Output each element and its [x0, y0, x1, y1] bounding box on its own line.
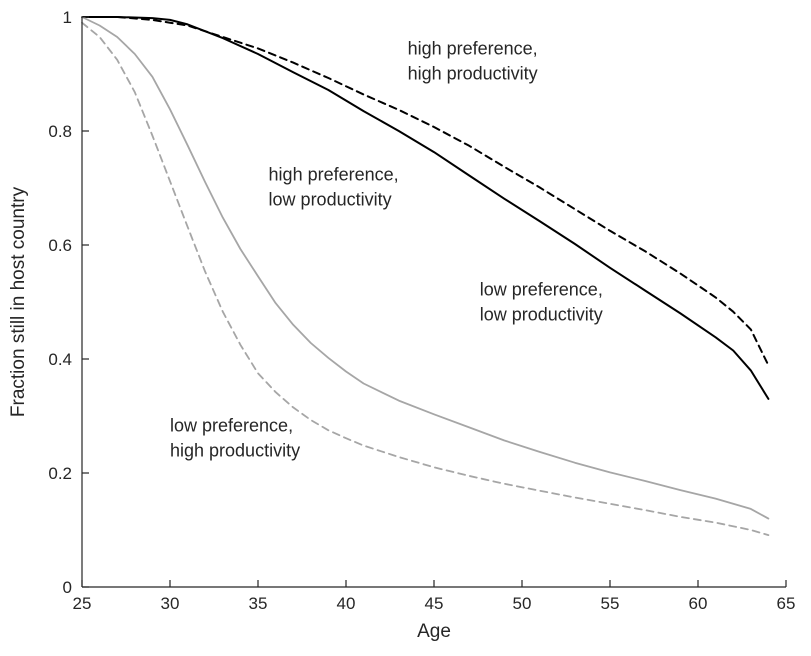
y-tick-label: 0.8: [48, 122, 72, 141]
y-ticks: 0 0.2 0.4 0.6 0.8 1: [48, 8, 89, 597]
annotation-label-2: high preference, low productivity: [269, 165, 399, 210]
annotation-label-1: high preference, high productivity: [408, 39, 538, 84]
x-tick-label: 60: [689, 594, 708, 613]
y-tick-label: 0.4: [48, 350, 72, 369]
x-tick-label: 30: [161, 594, 180, 613]
annotation-line: high productivity: [408, 64, 538, 84]
y-tick-label: 0: [63, 578, 72, 597]
annotation-line: low productivity: [269, 190, 392, 210]
series-line-3: [81, 16, 770, 520]
series-line-2: [81, 16, 770, 400]
annotation-line: high productivity: [170, 440, 300, 460]
y-axis-title: Fraction still in host country: [8, 186, 29, 417]
annotation-line: low preference,: [170, 415, 293, 435]
annotation-label-4: low preference, high productivity: [170, 415, 300, 460]
x-tick-label: 50: [513, 594, 532, 613]
x-axis-title: Age: [417, 621, 451, 642]
annotation-line: low preference,: [480, 280, 603, 300]
plot-lines: [81, 16, 770, 536]
annotation-line: high preference,: [269, 165, 399, 185]
y-tick-label: 0.2: [48, 464, 72, 483]
annotation-line: low productivity: [480, 305, 603, 325]
y-tick-label: 0.6: [48, 236, 72, 255]
x-tick-label: 40: [337, 594, 356, 613]
x-ticks: 25 30 35 40 45 50 55 60 65: [73, 580, 796, 613]
x-tick-label: 65: [777, 594, 796, 613]
x-tick-label: 45: [425, 594, 444, 613]
series-line-4: [81, 21, 770, 536]
annotation-line: high preference,: [408, 39, 538, 59]
y-tick-label: 1: [63, 8, 72, 27]
series-line-1: [81, 16, 770, 367]
x-tick-label: 55: [601, 594, 620, 613]
x-tick-label: 35: [249, 594, 268, 613]
annotation-label-3: low preference, low productivity: [480, 280, 603, 325]
x-tick-label: 25: [73, 594, 92, 613]
